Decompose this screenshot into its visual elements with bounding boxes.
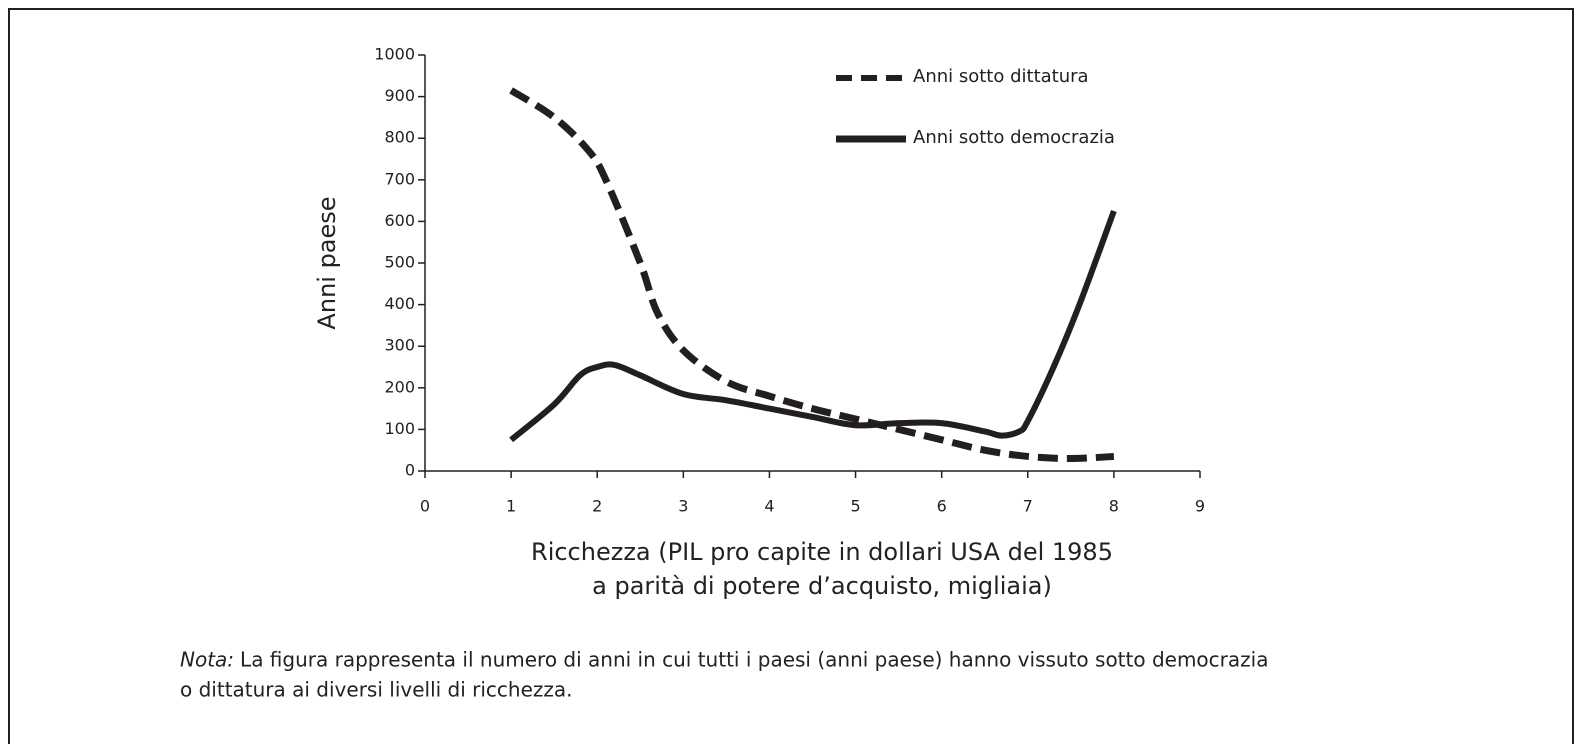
y-tick-label: 500: [384, 253, 415, 272]
frame: [8, 8, 1574, 744]
note-text: o dittatura ai diversi livelli di ricche…: [180, 678, 573, 702]
x-axis-title: Ricchezza (PIL pro capite in dollari USA…: [531, 538, 1113, 566]
y-tick-label: 300: [384, 336, 415, 355]
x-tick-label: 6: [937, 497, 947, 516]
x-tick-label: 2: [592, 497, 602, 516]
x-tick-label: 9: [1195, 497, 1205, 516]
y-tick-label: 900: [384, 86, 415, 105]
y-tick-label: 0: [405, 461, 415, 480]
y-tick-label: 1000: [374, 45, 415, 64]
x-axis-title: a parità di potere d’acquisto, migliaia): [592, 572, 1052, 600]
note-label: Nota:: [180, 648, 234, 672]
y-axis-title: Anni paese: [313, 196, 341, 329]
x-tick-label: 0: [420, 497, 430, 516]
y-tick-label: 100: [384, 419, 415, 438]
x-tick-label: 8: [1109, 497, 1119, 516]
y-tick-label: 700: [384, 169, 415, 188]
legend-label: Anni sotto dittatura: [913, 66, 1089, 87]
x-tick-label: 5: [850, 497, 860, 516]
x-tick-label: 7: [1023, 497, 1033, 516]
legend-label: Anni sotto democrazia: [913, 127, 1115, 148]
y-tick-label: 200: [384, 377, 415, 396]
y-tick-label: 400: [384, 294, 415, 313]
y-tick-label: 800: [384, 128, 415, 147]
x-tick-label: 1: [506, 497, 516, 516]
y-tick-label: 600: [384, 211, 415, 230]
note-text: La figura rappresenta il numero di anni …: [240, 648, 1268, 672]
data-line: [509, 209, 1117, 443]
x-tick-label: 3: [678, 497, 688, 516]
data-line: [509, 87, 1115, 463]
x-tick-label: 4: [764, 497, 774, 516]
